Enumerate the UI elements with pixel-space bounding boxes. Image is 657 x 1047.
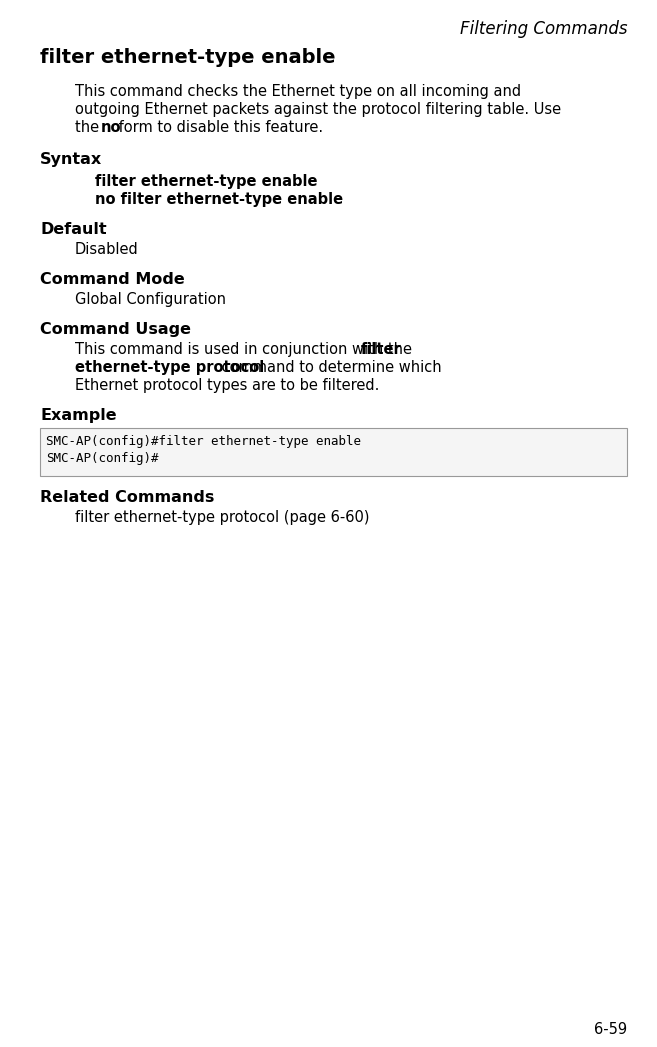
- Text: no filter ethernet-type enable: no filter ethernet-type enable: [95, 192, 343, 207]
- Bar: [40, 428, 627, 476]
- Text: Global Configuration: Global Configuration: [75, 292, 226, 307]
- Text: filter: filter: [361, 342, 401, 357]
- Text: the: the: [75, 120, 104, 135]
- Text: command to determine which: command to determine which: [217, 360, 442, 375]
- Text: Disabled: Disabled: [75, 242, 139, 257]
- Text: Ethernet protocol types are to be filtered.: Ethernet protocol types are to be filter…: [75, 378, 379, 393]
- Text: This command checks the Ethernet type on all incoming and: This command checks the Ethernet type on…: [75, 84, 521, 99]
- Text: Default: Default: [40, 222, 106, 237]
- Text: Syntax: Syntax: [40, 152, 102, 168]
- Text: This command is used in conjunction with the: This command is used in conjunction with…: [75, 342, 417, 357]
- Text: filter ethernet-type protocol (page 6-60): filter ethernet-type protocol (page 6-60…: [75, 510, 369, 525]
- Text: Filtering Commands: Filtering Commands: [459, 20, 627, 38]
- Text: Command Mode: Command Mode: [40, 272, 185, 287]
- Text: Example: Example: [40, 408, 117, 423]
- Text: filter ethernet-type enable: filter ethernet-type enable: [95, 174, 317, 190]
- Text: 6-59: 6-59: [594, 1022, 627, 1037]
- Text: no: no: [101, 120, 121, 135]
- Text: SMC-AP(config)#: SMC-AP(config)#: [46, 452, 158, 465]
- Text: Command Usage: Command Usage: [40, 322, 191, 337]
- Text: ethernet-type protocol: ethernet-type protocol: [75, 360, 264, 375]
- Text: outgoing Ethernet packets against the protocol filtering table. Use: outgoing Ethernet packets against the pr…: [75, 102, 561, 117]
- Text: form to disable this feature.: form to disable this feature.: [114, 120, 323, 135]
- Text: filter ethernet-type enable: filter ethernet-type enable: [40, 48, 336, 67]
- Text: SMC-AP(config)#filter ethernet-type enable: SMC-AP(config)#filter ethernet-type enab…: [46, 435, 361, 448]
- Text: Related Commands: Related Commands: [40, 490, 214, 505]
